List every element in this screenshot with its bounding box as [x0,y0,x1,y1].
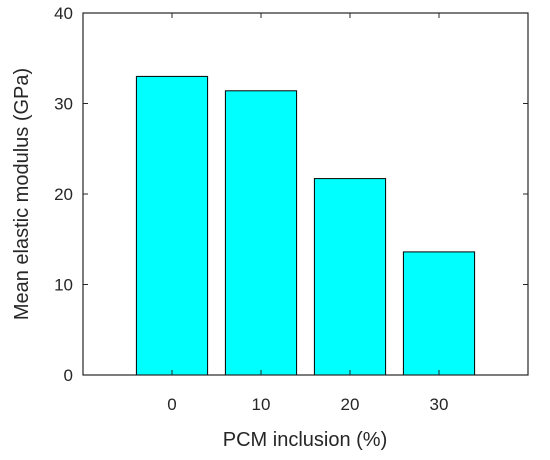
x-ticks-group: 0 10 20 30 [167,13,448,414]
bars-group [135,75,476,376]
bar-30 [402,251,476,376]
y-tick-label: 10 [54,276,73,295]
x-tick-label: 0 [167,395,176,414]
x-tick-label: 30 [430,395,449,414]
y-tick-label: 20 [54,185,73,204]
x-tick-label: 10 [252,395,271,414]
x-tick-label: 20 [341,395,360,414]
x-axis-label: PCM inclusion (%) [223,429,387,451]
y-axis-label: Mean elastic modulus (GPa) [11,68,33,320]
y-tick-label: 0 [64,366,73,385]
bar-0 [135,75,209,376]
y-tick-label: 40 [54,4,73,23]
y-tick-label: 30 [54,95,73,114]
bar-10 [224,90,298,376]
y-ticks-group: 0 10 20 30 40 [54,4,528,385]
bar-20 [313,178,387,376]
